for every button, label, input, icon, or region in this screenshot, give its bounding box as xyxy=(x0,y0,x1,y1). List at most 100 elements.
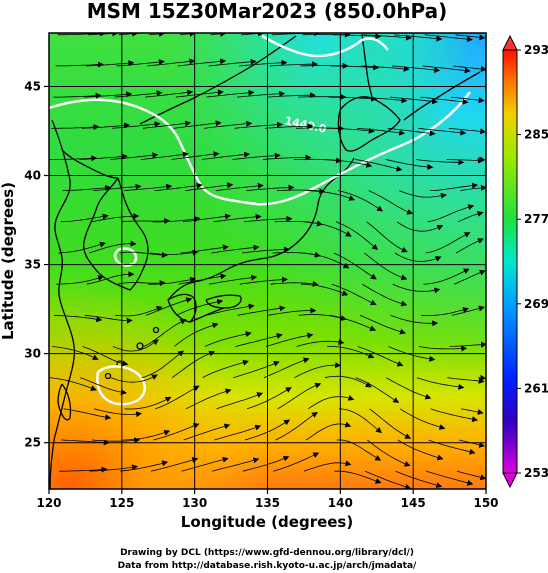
streamline xyxy=(241,246,291,254)
streamline xyxy=(416,159,465,166)
streamline xyxy=(460,184,486,191)
streamline xyxy=(270,280,319,287)
streamline xyxy=(177,58,227,67)
colorbar-ticks: 253 261 269 277 285 293 xyxy=(517,43,548,480)
streamline xyxy=(208,58,257,67)
streamline xyxy=(397,439,444,461)
streamline xyxy=(121,217,171,224)
streamline xyxy=(367,439,411,467)
streamline xyxy=(394,34,443,42)
streamline xyxy=(364,252,408,281)
streamline xyxy=(330,64,380,71)
y-tick-label: 30 xyxy=(24,347,41,361)
streamline xyxy=(82,346,129,367)
streamline xyxy=(296,339,345,347)
streamline xyxy=(183,423,231,441)
streamline xyxy=(59,466,108,473)
streamline xyxy=(237,305,286,316)
streamline xyxy=(355,377,400,403)
streamline xyxy=(232,152,281,160)
streamline xyxy=(458,210,484,223)
streamline xyxy=(399,190,447,199)
streamline xyxy=(455,238,484,254)
streamline xyxy=(56,275,105,285)
streamline xyxy=(453,269,486,285)
streamline xyxy=(263,154,312,161)
streamline xyxy=(155,385,200,410)
streamline xyxy=(216,392,264,410)
colorbar-tick-label: 269 xyxy=(524,297,548,311)
colorbar-tick-label: 277 xyxy=(524,212,548,226)
streamline xyxy=(63,408,112,421)
streamline xyxy=(359,96,408,104)
contour-1440-north xyxy=(49,91,472,206)
y-tick-label: 45 xyxy=(24,79,41,93)
streamline xyxy=(80,377,127,396)
streamline xyxy=(418,127,467,136)
streamline xyxy=(58,241,106,254)
lat-lon-grid xyxy=(49,33,486,489)
streamline xyxy=(49,377,97,391)
streamline xyxy=(394,252,442,262)
streamline xyxy=(275,411,318,441)
streamline xyxy=(267,92,316,99)
streamline xyxy=(124,396,172,410)
streamline xyxy=(327,346,375,359)
streamline xyxy=(145,297,193,316)
streamline xyxy=(145,89,194,98)
streamline xyxy=(369,408,412,439)
streamline xyxy=(386,377,432,400)
streamline xyxy=(176,298,224,316)
streamline xyxy=(116,59,165,67)
streamline xyxy=(477,374,486,381)
streamline xyxy=(336,439,382,461)
streamline xyxy=(269,61,318,68)
streamline xyxy=(120,460,169,472)
streamline xyxy=(148,276,197,285)
streamline xyxy=(276,188,326,195)
contour-1440-upper xyxy=(261,34,389,58)
x-tick-label: 150 xyxy=(473,496,498,510)
streamline xyxy=(427,204,475,223)
streamline xyxy=(122,429,171,441)
streamline xyxy=(361,65,410,72)
streamline xyxy=(91,213,140,223)
streamline xyxy=(449,341,486,348)
streamline xyxy=(81,122,130,129)
streamline xyxy=(173,120,222,129)
credit-drawing: Drawing by DCL (https://www.gfd-dennou.o… xyxy=(120,548,414,558)
streamline xyxy=(421,307,469,317)
streamline xyxy=(422,65,471,74)
streamline xyxy=(51,346,99,360)
streamline xyxy=(395,470,443,489)
streamline xyxy=(91,437,141,444)
streamline xyxy=(308,395,355,410)
streamline xyxy=(89,464,138,472)
colorbar-tick-label: 285 xyxy=(524,128,548,142)
streamline xyxy=(357,346,404,367)
streamline xyxy=(242,455,290,472)
streamline xyxy=(416,377,465,390)
streamline xyxy=(268,307,317,316)
colorbar-tick-label: 253 xyxy=(524,466,548,480)
streamline xyxy=(123,183,173,191)
streamline xyxy=(333,33,382,40)
streamline xyxy=(399,408,446,430)
streamline xyxy=(53,92,102,99)
streamline xyxy=(115,306,163,317)
streamline xyxy=(112,339,159,352)
streamline xyxy=(178,273,227,285)
streamline xyxy=(51,124,100,131)
streamline xyxy=(206,89,255,98)
streamline xyxy=(338,190,384,212)
colorbar-tick-label: 293 xyxy=(524,43,548,57)
streamline xyxy=(233,361,280,379)
streamline xyxy=(331,283,377,306)
streamline xyxy=(368,190,414,215)
streamline xyxy=(94,408,143,418)
streamline xyxy=(62,184,112,191)
streamline xyxy=(364,470,412,489)
streamline xyxy=(328,95,377,102)
height-contours xyxy=(49,34,472,406)
